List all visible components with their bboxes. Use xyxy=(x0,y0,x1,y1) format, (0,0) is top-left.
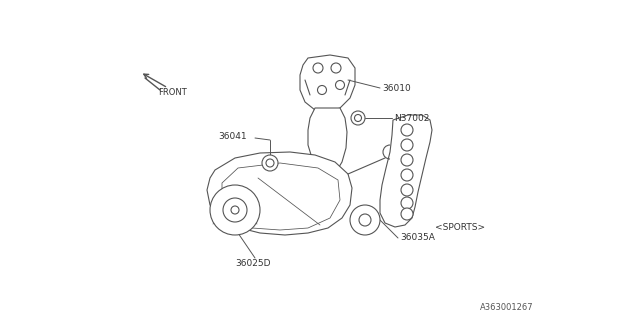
Circle shape xyxy=(317,85,326,94)
Text: N37002: N37002 xyxy=(394,114,429,123)
Circle shape xyxy=(401,184,413,196)
Circle shape xyxy=(335,81,344,90)
Circle shape xyxy=(223,198,247,222)
Circle shape xyxy=(359,214,371,226)
Text: FRONT: FRONT xyxy=(158,87,187,97)
Circle shape xyxy=(313,63,323,73)
Polygon shape xyxy=(380,115,432,227)
Circle shape xyxy=(401,124,413,136)
Circle shape xyxy=(262,155,278,171)
Circle shape xyxy=(401,208,413,220)
Circle shape xyxy=(350,205,380,235)
Circle shape xyxy=(401,154,413,166)
Text: <SPORTS>: <SPORTS> xyxy=(435,223,485,233)
Circle shape xyxy=(266,159,274,167)
Circle shape xyxy=(231,206,239,214)
Text: 36041: 36041 xyxy=(218,132,246,140)
Circle shape xyxy=(401,139,413,151)
Text: 36035A: 36035A xyxy=(400,234,435,243)
Circle shape xyxy=(355,115,362,122)
Circle shape xyxy=(401,197,413,209)
Polygon shape xyxy=(207,152,352,235)
Circle shape xyxy=(331,63,341,73)
Circle shape xyxy=(351,111,365,125)
Circle shape xyxy=(210,185,260,235)
Polygon shape xyxy=(308,108,347,202)
Text: 36025D: 36025D xyxy=(235,260,271,268)
Polygon shape xyxy=(300,55,355,112)
Circle shape xyxy=(401,169,413,181)
Text: 36010: 36010 xyxy=(382,84,411,92)
Text: A363001267: A363001267 xyxy=(480,303,534,313)
